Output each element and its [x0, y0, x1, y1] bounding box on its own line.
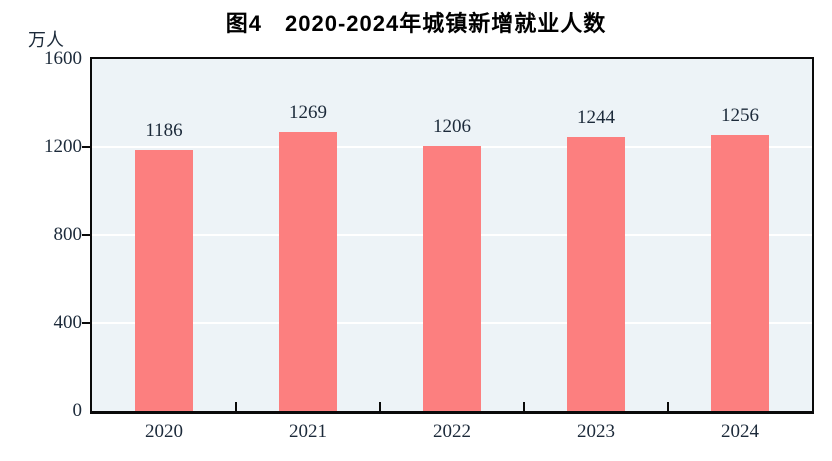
- plot-area: 1186 1269 1206 1244 1256: [90, 57, 814, 414]
- x-axis-tick: [379, 402, 381, 411]
- y-axis-tick: [82, 322, 90, 324]
- bar-value-label-2023: 1244: [577, 107, 615, 129]
- x-axis-tick-label-2020: 2020: [145, 421, 183, 442]
- bar-2023: [567, 137, 625, 411]
- chart-title: 图4 2020-2024年城镇新增就业人数: [225, 11, 607, 36]
- bar-value-label-2021: 1269: [289, 101, 327, 123]
- y-axis-tick: [82, 146, 90, 148]
- x-axis-tick: [523, 402, 525, 411]
- y-axis-tick-label-1600: 1600: [44, 48, 82, 69]
- x-axis-tick-label-2022: 2022: [433, 421, 471, 442]
- y-axis-tick-label-400: 400: [53, 312, 83, 333]
- y-axis-tick-label-1200: 1200: [44, 136, 82, 157]
- x-axis-tick-label-2023: 2023: [577, 421, 615, 442]
- y-axis-tick-label-0: 0: [72, 400, 83, 421]
- bar-value-label-2022: 1206: [433, 115, 471, 137]
- bar-2024: [711, 134, 769, 411]
- y-axis-tick: [82, 234, 90, 236]
- x-axis-tick: [667, 402, 669, 411]
- y-axis-unit-label: 万人: [28, 30, 64, 50]
- x-axis-tick-label-2021: 2021: [289, 421, 327, 442]
- bar-2021: [279, 131, 337, 411]
- x-axis-tick: [235, 402, 237, 411]
- x-axis-tick-label-2024: 2024: [721, 421, 759, 442]
- bar-value-label-2020: 1186: [145, 120, 183, 142]
- bar-2022: [423, 145, 481, 411]
- bar-2020: [135, 150, 193, 411]
- y-axis-tick-label-800: 800: [53, 224, 83, 245]
- bar-value-label-2024: 1256: [721, 104, 759, 126]
